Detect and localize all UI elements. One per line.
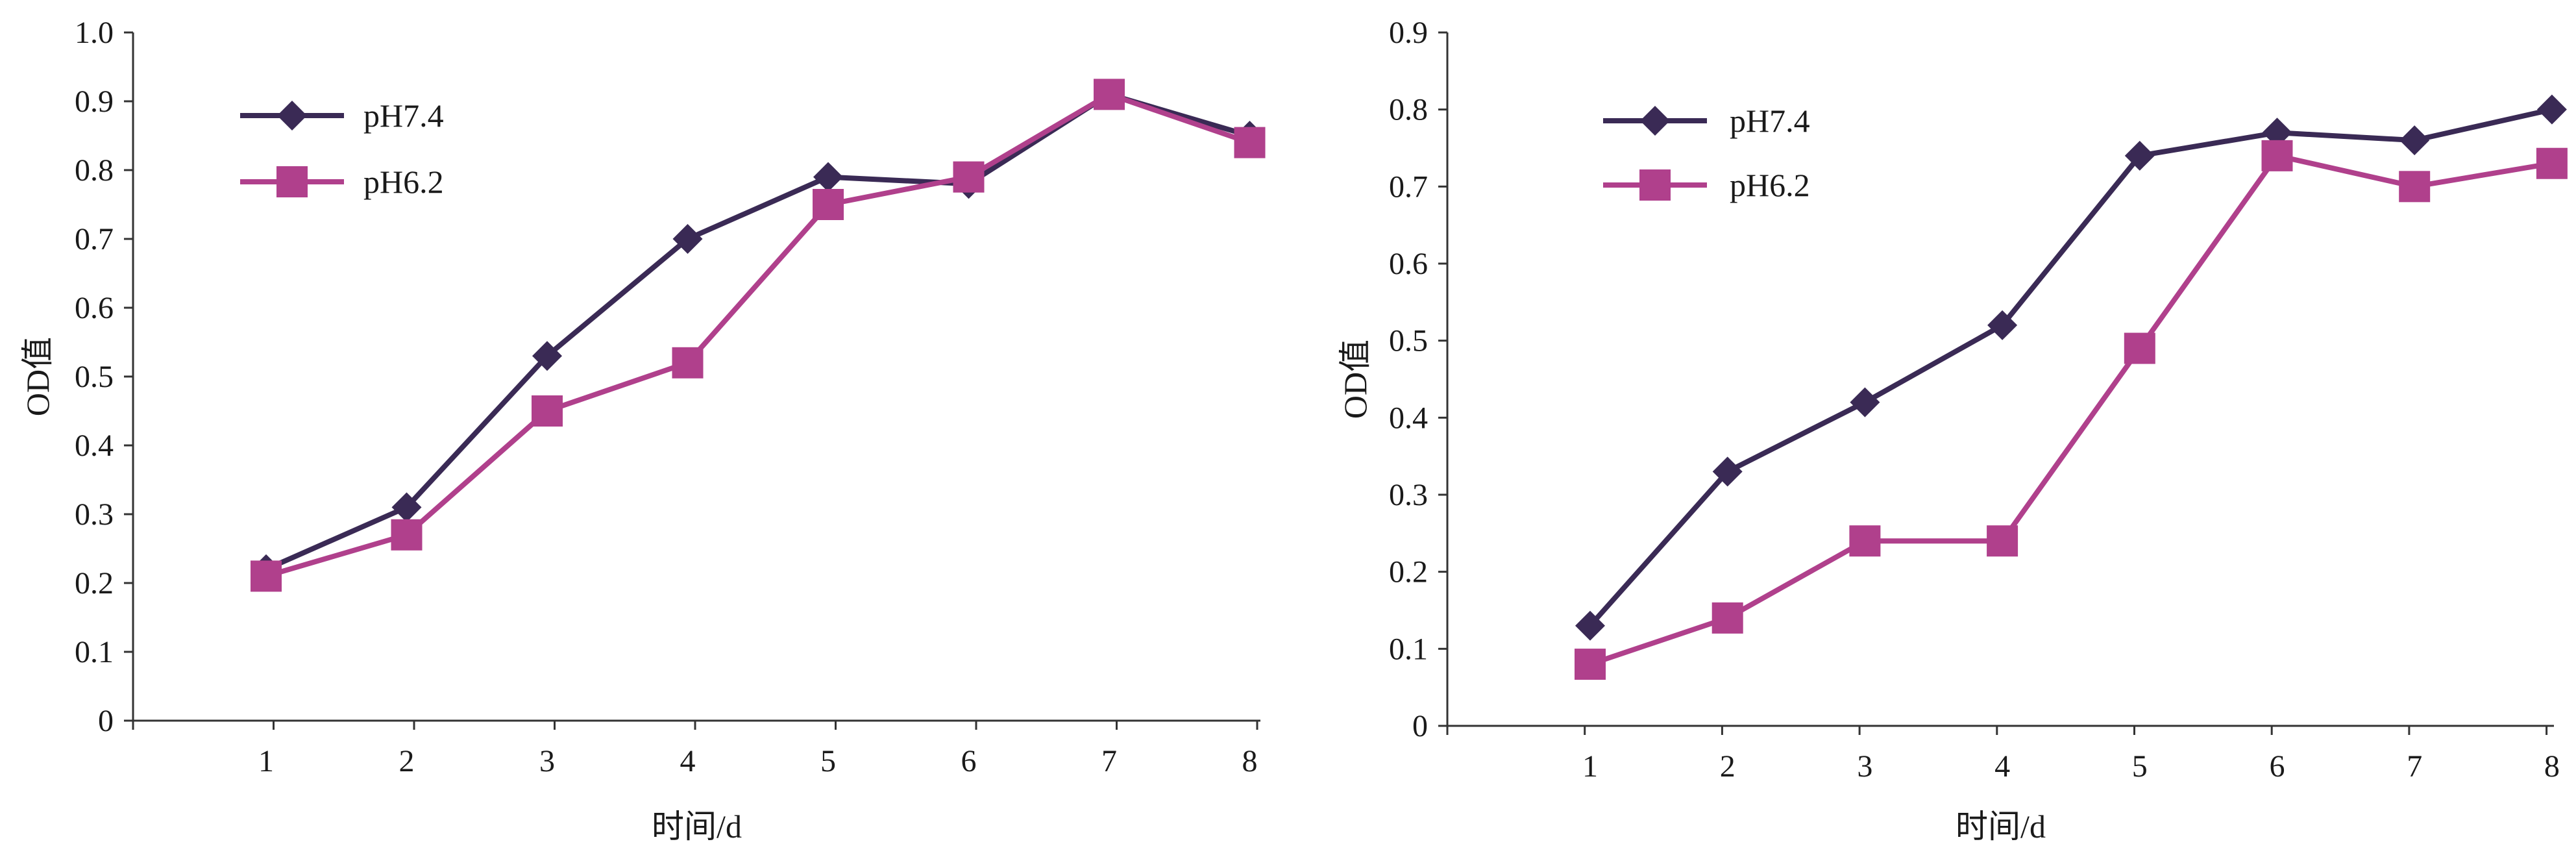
legend-marker-diamond	[1640, 106, 1670, 136]
data-point-square	[391, 519, 423, 551]
data-point-square	[2399, 171, 2431, 203]
x-tick-label: 5	[2132, 749, 2148, 784]
x-tick-label: 3	[1857, 749, 1872, 784]
legend-label: pH7.4	[363, 97, 444, 134]
x-tick-label: 5	[820, 744, 836, 778]
x-tick-label: 6	[2270, 749, 2285, 784]
legend-label: pH6.2	[1730, 167, 1810, 203]
data-point-square	[2261, 140, 2293, 171]
legend-marker-square	[1639, 169, 1671, 201]
data-point-diamond	[1575, 610, 1605, 641]
y-tick-label: 0.4	[75, 429, 114, 463]
y-tick-label: 0.8	[75, 153, 114, 188]
x-tick-label: 4	[680, 744, 696, 778]
data-point-square	[2536, 147, 2568, 179]
legend: pH7.4 pH6.2	[1603, 103, 1810, 203]
data-point-square	[1987, 525, 2018, 557]
x-tick-label: 7	[2407, 749, 2422, 784]
data-point-square	[672, 347, 704, 379]
series-line-ph6-2	[265, 92, 1251, 579]
x-tick-label: 3	[539, 744, 555, 778]
data-point-square	[1849, 525, 1881, 557]
legend-marker-square	[276, 166, 308, 197]
data-point-square	[2124, 332, 2155, 364]
x-tick-label: 2	[1720, 749, 1736, 784]
x-tick-label: 7	[1101, 744, 1117, 778]
x-tick-label: 1	[258, 744, 274, 778]
y-tick-label: 0.2	[75, 566, 114, 601]
y-tick-label: 0.1	[1389, 632, 1428, 666]
y-tick-label: 1.0	[75, 16, 114, 50]
data-point-square	[953, 161, 985, 193]
y-tick-label: 0.9	[75, 84, 114, 119]
y-tick-label: 0.5	[75, 360, 114, 394]
x-tick-label: 4	[1994, 749, 2010, 784]
y-tick-label: 0.4	[1389, 401, 1428, 435]
data-point-square	[1234, 127, 1266, 158]
y-axis-title: OD值	[19, 337, 56, 416]
data-point-diamond	[391, 492, 422, 523]
data-point-square	[1094, 79, 1125, 110]
y-tick-label: 0.2	[1389, 555, 1428, 590]
x-tick-label: 2	[399, 744, 415, 778]
series-line-ph6-2	[1589, 153, 2553, 667]
chart-right: 0 0.1 0.2 0.3 0.4 0.5 0.6 0.7 0.8 0.9 1 2 3 4 5 6 7 8 时间/d…	[1337, 16, 2568, 845]
data-point-square	[532, 395, 563, 427]
data-point-square	[1711, 602, 1743, 634]
data-point-square	[813, 189, 844, 220]
y-tick-label: 0.6	[75, 291, 114, 325]
y-tick-label: 0	[1412, 709, 1428, 743]
y-tick-label: 0.7	[1389, 169, 1428, 204]
data-point-diamond	[2124, 140, 2155, 171]
data-point-square	[251, 560, 282, 592]
data-point-diamond	[1850, 387, 1880, 417]
chart-left: 0 0.1 0.2 0.3 0.4 0.5 0.6 0.7 0.8 0.9 1.0 1 2 3 4 5 6 7 8 时…	[19, 16, 1266, 845]
data-point-diamond	[672, 224, 703, 254]
data-point-diamond	[2399, 125, 2430, 156]
data-point-diamond	[813, 162, 843, 192]
y-tick-label: 0.1	[75, 635, 114, 669]
x-tick-label: 1	[1582, 749, 1598, 784]
y-axis-title: OD值	[1337, 340, 1373, 419]
data-point-diamond	[2536, 94, 2567, 125]
data-point-square	[1575, 649, 1606, 680]
series-line-ph7-4	[1588, 106, 2553, 628]
x-axis-title: 时间/d	[652, 808, 742, 845]
data-point-diamond	[1987, 310, 2018, 340]
y-tick-label: 0.3	[1389, 478, 1428, 512]
y-tick-label: 0.8	[1389, 93, 1428, 127]
data-point-diamond	[532, 341, 562, 371]
y-tick-label: 0.5	[1389, 324, 1428, 358]
x-axis-title: 时间/d	[1956, 808, 2046, 845]
x-tick-label: 8	[2544, 749, 2560, 784]
y-tick-label: 0	[98, 704, 114, 738]
legend: pH7.4 pH6.2	[240, 97, 444, 200]
legend-label: pH7.4	[1730, 103, 1810, 139]
x-tick-label: 6	[961, 744, 977, 778]
x-tick-label: 8	[1242, 744, 1258, 778]
y-tick-label: 0.3	[75, 497, 114, 532]
legend-marker-diamond	[277, 101, 307, 130]
y-tick-label: 0.9	[1389, 16, 1428, 50]
data-point-diamond	[1712, 456, 1743, 487]
y-tick-label: 0.7	[75, 222, 114, 256]
legend-label: pH6.2	[363, 164, 444, 200]
y-tick-label: 0.6	[1389, 247, 1428, 281]
data-point-diamond	[2262, 118, 2292, 148]
